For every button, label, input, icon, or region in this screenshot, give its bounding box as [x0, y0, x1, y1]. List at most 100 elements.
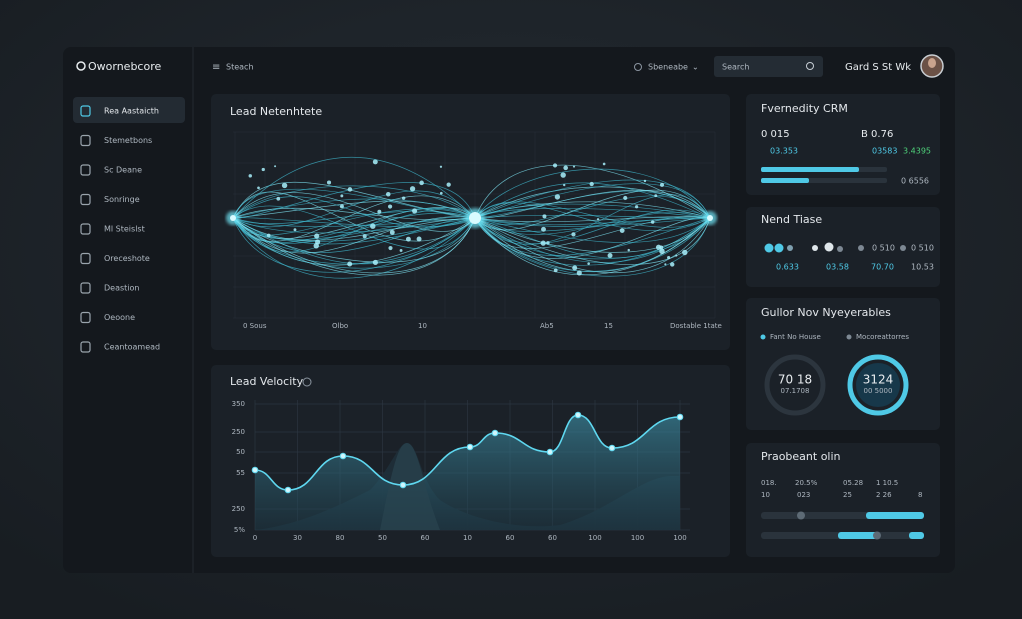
network-node — [439, 165, 443, 168]
nav-icon — [80, 282, 91, 294]
panel-title: Lead Velocity — [230, 375, 304, 388]
network-curve — [474, 217, 711, 263]
x-label: 100 — [588, 534, 601, 542]
filter[interactable]: Sbeneabe — [648, 63, 688, 72]
cell: 1 10.5 — [876, 479, 898, 487]
nav-icon — [80, 223, 91, 235]
network-node — [660, 182, 665, 187]
network-curve — [232, 190, 476, 228]
network-node — [276, 196, 281, 201]
network-curve — [232, 188, 476, 219]
hub-node — [469, 212, 481, 224]
network-node — [587, 262, 590, 265]
nav-item[interactable]: Oeoone — [104, 313, 135, 322]
handle[interactable] — [797, 511, 805, 520]
handle[interactable] — [873, 531, 881, 540]
info-icon[interactable] — [302, 377, 312, 387]
network-node — [370, 223, 376, 229]
network-node — [372, 259, 378, 265]
nav-icon — [80, 164, 91, 176]
nav-icon — [80, 134, 91, 147]
search[interactable]: Search — [722, 63, 749, 72]
network-curve — [232, 182, 476, 219]
x-label: 60 — [548, 534, 557, 542]
network-node — [401, 196, 406, 200]
sub: 0.633 — [776, 263, 799, 272]
network-node — [416, 236, 422, 242]
nav-item[interactable]: Sonringe — [104, 195, 140, 204]
network-curve — [232, 217, 476, 265]
bar — [761, 178, 809, 183]
point — [251, 466, 259, 474]
network-curve — [232, 217, 476, 241]
x-label: 60 — [506, 534, 515, 542]
network-curve — [474, 216, 711, 223]
area — [255, 415, 680, 530]
network-node — [643, 179, 647, 183]
network-curve — [474, 179, 711, 219]
network-curve — [474, 203, 711, 219]
network-node — [675, 254, 678, 257]
network-curve — [474, 209, 711, 245]
network-node — [682, 249, 688, 256]
network-curve — [232, 208, 476, 236]
network-node — [347, 187, 353, 192]
network-node — [659, 245, 664, 250]
nav-item[interactable]: Ml Steislst — [104, 225, 145, 234]
network-node — [542, 214, 547, 219]
cell: 20.5% — [795, 479, 818, 487]
nav-icon — [80, 311, 91, 324]
network-graph: 0 Sous Olbo 10 Ab5 15 Dostable 1tate — [226, 131, 722, 330]
bar — [761, 167, 859, 172]
sub: 10.53 — [911, 263, 934, 272]
pipeline-rows: 018. 20.5% 05.28 1 10.5 10 023 25 2 26 8 — [761, 479, 922, 499]
nav-item[interactable]: Oreceshote — [104, 254, 150, 263]
panel — [746, 443, 940, 557]
network-node — [377, 209, 382, 214]
axis-label: 15 — [604, 322, 613, 330]
nav-item[interactable]: Sc Deane — [104, 166, 142, 175]
network-node — [563, 183, 566, 187]
network-curve — [474, 217, 711, 226]
point — [574, 411, 582, 419]
network-node — [654, 194, 658, 198]
nav-icon — [80, 193, 91, 206]
value: 0 510 — [872, 244, 895, 253]
bar — [866, 512, 924, 519]
axis-label: 0 Sous — [243, 322, 267, 330]
network-curve — [232, 217, 476, 274]
network-node — [419, 180, 424, 186]
nav-item[interactable]: Deastion — [104, 284, 139, 293]
network-node — [313, 243, 319, 249]
network-curve — [474, 190, 711, 219]
network-curve — [474, 164, 711, 219]
point — [546, 448, 554, 456]
nav-item[interactable]: Ceantoamead — [104, 343, 160, 352]
network-curve — [232, 196, 476, 228]
network-node — [266, 233, 271, 238]
menu-icon[interactable]: ≡ — [212, 62, 220, 73]
y-label: 50 — [236, 448, 245, 456]
network-node — [261, 167, 265, 172]
search-box[interactable] — [714, 56, 823, 77]
network-curve — [232, 212, 476, 243]
x-label: 10 — [463, 534, 472, 542]
nav-item[interactable]: Rea Aastaicth — [104, 107, 159, 116]
ring — [847, 354, 909, 416]
network-curve — [474, 217, 711, 276]
network-node — [619, 228, 625, 233]
cell: 25 — [843, 491, 852, 499]
cell: 10 — [761, 491, 770, 499]
network-node — [552, 163, 558, 168]
network-node — [399, 249, 403, 252]
chevron[interactable]: ⌄ — [692, 63, 699, 72]
network-node — [387, 204, 393, 209]
x-label: 100 — [631, 534, 644, 542]
network-curve — [232, 217, 476, 245]
panel-title: Praobeant olin — [761, 450, 841, 463]
nav-icon — [80, 105, 91, 117]
nav-item[interactable]: Stemetbons — [104, 136, 152, 145]
breadcrumb[interactable]: Steach — [226, 63, 254, 72]
bar — [838, 532, 880, 539]
network-node — [607, 252, 613, 258]
